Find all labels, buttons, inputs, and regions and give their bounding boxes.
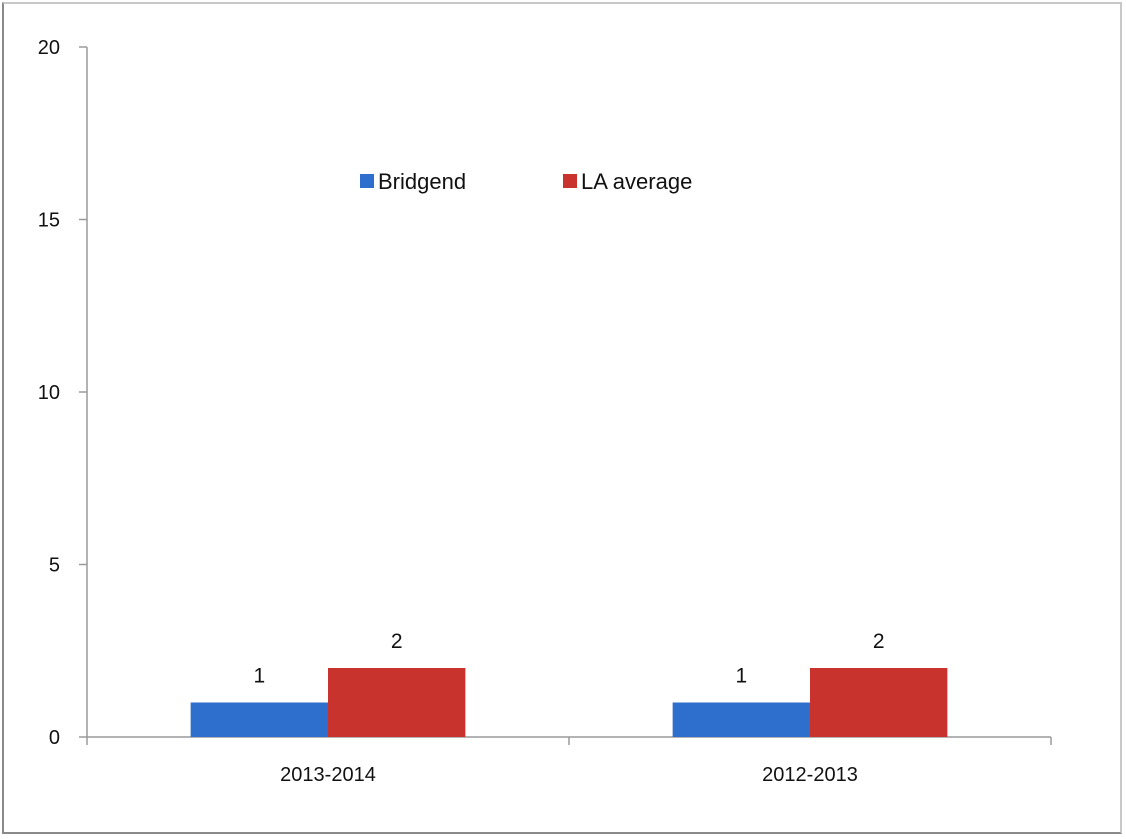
data-label: 2: [391, 630, 403, 653]
bar: [190, 702, 328, 737]
y-tick-label: 5: [49, 555, 60, 577]
y-tick-label: 20: [38, 37, 60, 59]
data-labels: 1 2 1 2: [253, 630, 884, 688]
data-label: 1: [735, 665, 747, 688]
y-tick-label: 15: [38, 210, 60, 232]
legend-swatch: [360, 174, 374, 188]
bar: [328, 668, 466, 737]
x-category-label: 2013-2014: [280, 764, 376, 786]
bars: [190, 668, 948, 737]
legend: Bridgend LA average: [360, 169, 692, 194]
bar: [672, 702, 810, 737]
x-category-label: 2012-2013: [762, 764, 858, 786]
chart-axes: [86, 47, 1052, 745]
data-label: 2: [873, 630, 885, 653]
category-labels: 2013-2014 2012-2013: [280, 764, 858, 786]
legend-swatch: [563, 174, 577, 188]
y-axis-ticks: 0 5 10 15 20: [38, 37, 87, 749]
legend-label: Bridgend: [378, 169, 466, 194]
y-tick-label: 10: [38, 382, 60, 404]
data-label: 1: [253, 665, 265, 688]
legend-label: LA average: [581, 169, 692, 194]
y-tick-label: 0: [49, 727, 60, 749]
bar: [810, 668, 948, 737]
